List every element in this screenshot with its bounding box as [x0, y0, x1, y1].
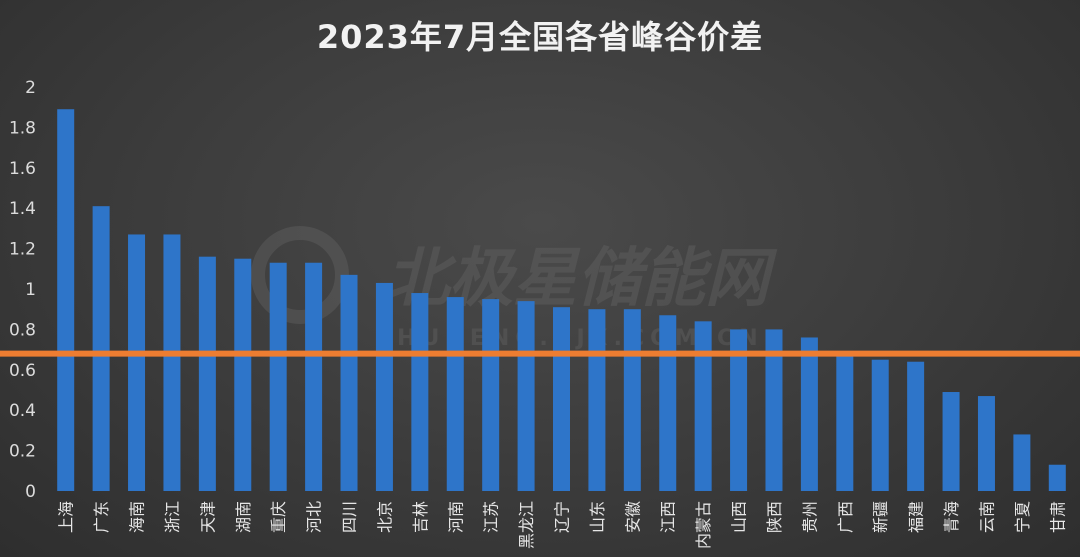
x-tick-label: 贵州: [800, 501, 819, 533]
y-tick-label: 1.2: [9, 240, 36, 260]
x-tick-label: 云南: [977, 501, 996, 533]
bar: [57, 109, 75, 491]
bar: [198, 256, 216, 491]
x-tick-label: 广西: [836, 501, 855, 533]
bar: [800, 337, 818, 491]
bar: [269, 262, 287, 491]
y-tick-label: 0.8: [9, 320, 36, 340]
bar: [411, 293, 429, 491]
x-axis: 上海 广东 海南 浙江 天津 湖南 重庆 河北 四川 北京 吉林 河南 江苏 黑龙江 辽宁 山东 安徽 江西 内蒙古…: [57, 501, 1068, 549]
x-tick-label: 吉林: [411, 501, 430, 533]
bar: [836, 355, 854, 491]
bar: [659, 315, 677, 491]
bar: [730, 329, 748, 491]
x-tick-label: 江西: [659, 501, 678, 533]
bar: [553, 307, 570, 491]
y-tick-label: 0.6: [9, 361, 36, 381]
chart-title: 2023年7月全国各省峰谷价差: [316, 18, 764, 56]
bar: [482, 299, 500, 491]
bar: [92, 206, 110, 491]
bar: [871, 359, 889, 491]
x-tick-label: 山西: [730, 501, 749, 533]
x-tick-label: 湖南: [234, 501, 253, 533]
x-tick-label: 河南: [446, 501, 465, 533]
y-tick-label: 2: [25, 78, 36, 98]
x-tick-label: 陕西: [765, 501, 784, 533]
x-tick-label: 广东: [92, 501, 111, 533]
x-tick-label: 甘肃: [1048, 501, 1067, 533]
x-tick-label: 浙江: [163, 501, 182, 533]
x-tick-label: 青海: [942, 501, 961, 533]
x-tick-label: 重庆: [269, 501, 288, 533]
watermark-main-text: 北极星储能网: [385, 242, 778, 316]
y-tick-label: 1.8: [9, 118, 36, 138]
bar: [1013, 434, 1031, 491]
x-tick-label: 海南: [128, 501, 147, 533]
x-tick-label: 上海: [57, 501, 76, 533]
bar: [305, 262, 323, 491]
x-tick-label: 新疆: [871, 501, 890, 533]
x-tick-label: 北京: [375, 501, 394, 533]
y-tick-label: 0.2: [9, 442, 36, 462]
x-tick-label: 江苏: [482, 501, 501, 533]
y-tick-label: 1: [25, 280, 36, 300]
x-tick-label: 福建: [907, 501, 926, 533]
bar: [977, 396, 995, 491]
x-tick-label: 内蒙古: [694, 501, 713, 549]
bar: [234, 258, 252, 491]
bar: [694, 321, 712, 491]
bar: [942, 392, 960, 491]
bar: [128, 234, 146, 491]
bar: [517, 301, 535, 491]
bar: [163, 234, 181, 491]
bar: [765, 329, 783, 491]
x-tick-label: 辽宁: [553, 501, 572, 533]
bar: [588, 309, 606, 491]
x-tick-label: 天津: [198, 501, 217, 533]
bar: [907, 361, 925, 491]
bar: [623, 309, 641, 491]
y-tick-label: 0.4: [9, 401, 36, 421]
bar: [340, 274, 358, 491]
x-tick-label: 安徽: [623, 501, 642, 533]
x-tick-label: 山东: [588, 501, 607, 533]
y-tick-label: 1.4: [9, 199, 36, 219]
x-tick-label: 河北: [305, 501, 324, 533]
bar: [1048, 464, 1066, 491]
x-tick-label: 宁夏: [1013, 501, 1032, 533]
y-axis: 0 0.2 0.4 0.6 0.8 1 1.2 1.4 1.6 1.8 2: [9, 78, 36, 502]
bar: [446, 297, 464, 491]
x-tick-label: 黑龙江: [517, 501, 536, 549]
bar: [375, 282, 393, 491]
y-tick-label: 1.6: [9, 159, 36, 179]
y-tick-label: 0: [25, 482, 36, 502]
x-tick-label: 四川: [340, 501, 359, 533]
